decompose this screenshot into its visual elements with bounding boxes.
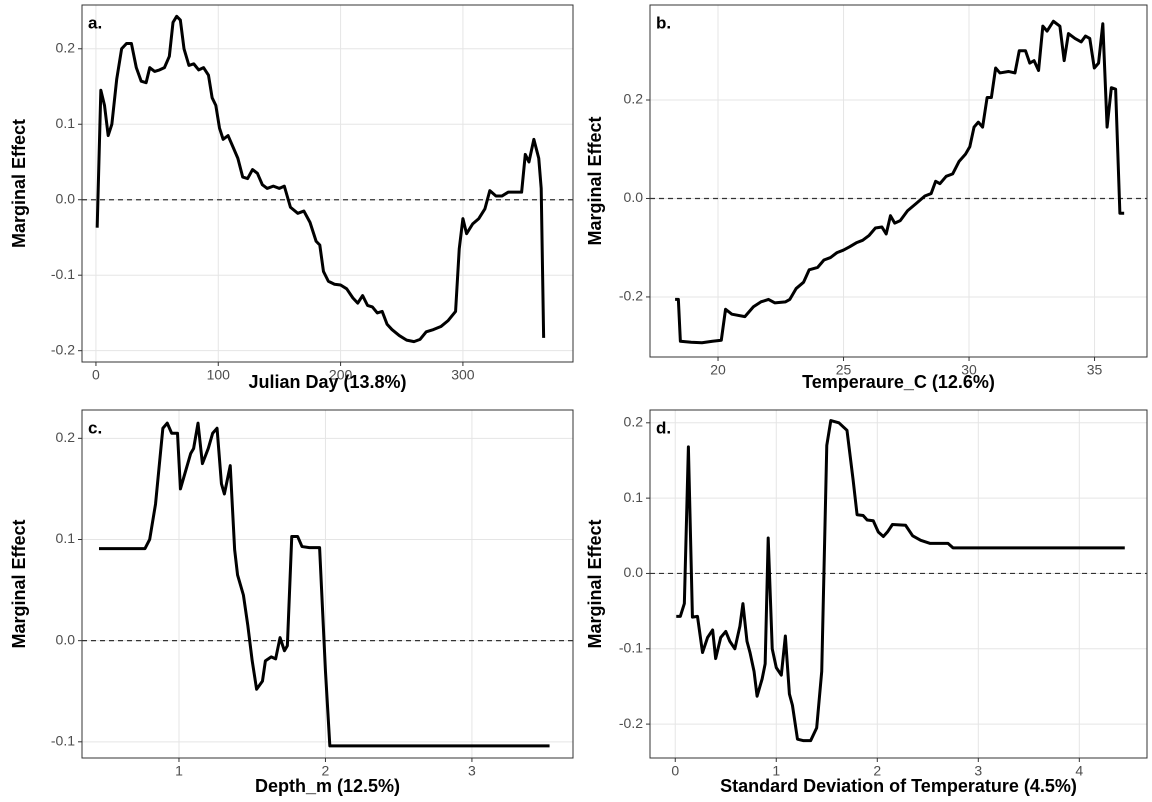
x-tick-label: 25	[836, 362, 852, 378]
x-axis-title: Depth_m (12.5%)	[255, 776, 400, 796]
x-tick-label: 35	[1087, 362, 1103, 378]
y-tick-label: 0.2	[56, 39, 76, 55]
panel-label: b.	[656, 13, 671, 32]
data-line	[675, 19, 1125, 345]
x-tick-label: 200	[329, 367, 353, 383]
plot-border	[649, 409, 1148, 759]
y-tick-label: 0.2	[56, 429, 76, 445]
y-tick-label: 0.1	[56, 115, 76, 131]
y-tick-label: 0.0	[56, 631, 76, 647]
x-tick-label: 3	[468, 763, 476, 779]
y-tick-label: 0.0	[624, 189, 644, 205]
y-tick-label: -0.1	[51, 266, 75, 282]
y-tick-label: -0.2	[619, 288, 643, 304]
y-tick-label: 0.1	[56, 530, 76, 546]
x-tick-label: 4	[1075, 763, 1083, 779]
x-axis-title: Temperaure_C (12.6%)	[802, 372, 995, 392]
y-axis-title: Marginal Effect	[9, 519, 29, 648]
plot-background	[650, 5, 1147, 357]
data-line	[676, 419, 1125, 743]
x-tick-label: 0	[92, 367, 100, 383]
y-axis-title: Marginal Effect	[585, 116, 605, 245]
panel-label: d.	[656, 418, 671, 437]
x-tick-label: 30	[961, 362, 977, 378]
y-tick-label: 0.0	[56, 190, 76, 206]
plot-background	[82, 5, 573, 362]
plot-border	[649, 4, 1148, 358]
x-tick-label: 2	[322, 763, 330, 779]
x-axis-title: Julian Day (13.8%)	[248, 372, 406, 392]
x-tick-label: 0	[671, 763, 679, 779]
y-axis-title: Marginal Effect	[585, 519, 605, 648]
panel-label: c.	[88, 418, 102, 437]
y-tick-label: -0.1	[51, 733, 75, 749]
y-tick-label: 0.1	[624, 489, 644, 505]
data-line	[95, 14, 546, 344]
y-tick-label: 0.0	[624, 564, 644, 580]
y-tick-label: -0.2	[619, 715, 643, 731]
y-tick-label: 0.2	[624, 91, 644, 107]
x-axis-title: Standard Deviation of Temperature (4.5%)	[720, 776, 1077, 796]
x-tick-label: 2	[873, 763, 881, 779]
x-tick-label: 100	[207, 367, 231, 383]
x-tick-label: 1	[772, 763, 780, 779]
x-tick-label: 20	[710, 362, 726, 378]
x-tick-label: 1	[175, 763, 183, 779]
y-tick-label: -0.2	[51, 341, 75, 357]
y-tick-label: -0.1	[619, 639, 643, 655]
data-line	[98, 421, 550, 748]
x-tick-label: 3	[974, 763, 982, 779]
plot-border	[81, 4, 574, 363]
panel-label: a.	[88, 13, 102, 32]
plot-background	[650, 410, 1147, 758]
y-tick-label: 0.2	[624, 414, 644, 430]
plot-border	[81, 409, 574, 759]
x-tick-label: 300	[451, 367, 475, 383]
y-axis-title: Marginal Effect	[9, 119, 29, 248]
